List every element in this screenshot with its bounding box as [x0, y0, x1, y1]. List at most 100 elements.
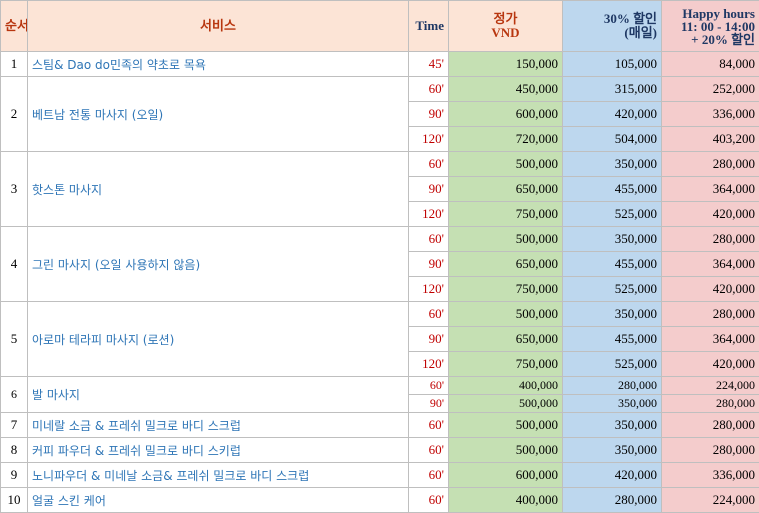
happy-hour-price-cell: 84,000	[662, 52, 759, 77]
header-service: 서비스	[28, 1, 409, 52]
service-name: 아로마 테라피 마사지 (로션)	[28, 302, 409, 377]
regular-price-cell: 720,000	[449, 127, 563, 152]
service-name: 커피 파우더 & 프레쉬 밀크로 바디 스키럽	[28, 438, 409, 463]
happy-hour-price-cell: 420,000	[662, 202, 759, 227]
regular-price-cell: 500,000	[449, 227, 563, 252]
happy-hour-price-cell: 252,000	[662, 77, 759, 102]
regular-price-cell: 750,000	[449, 352, 563, 377]
regular-price-cell: 500,000	[449, 413, 563, 438]
discount-price-cell: 455,000	[563, 252, 662, 277]
service-name: 얼굴 스킨 케어	[28, 488, 409, 513]
service-number: 5	[1, 302, 28, 377]
regular-price-cell: 150,000	[449, 52, 563, 77]
happy-hour-price-cell: 280,000	[662, 395, 759, 413]
regular-price-cell: 500,000	[449, 302, 563, 327]
discount-price-cell: 315,000	[563, 77, 662, 102]
duration-cell: 90'	[409, 252, 449, 277]
duration-cell: 90'	[409, 327, 449, 352]
regular-price-cell: 500,000	[449, 152, 563, 177]
duration-cell: 60'	[409, 227, 449, 252]
duration-cell: 60'	[409, 413, 449, 438]
service-number: 8	[1, 438, 28, 463]
regular-price-cell: 400,000	[449, 377, 563, 395]
regular-price-cell: 750,000	[449, 277, 563, 302]
duration-cell: 60'	[409, 152, 449, 177]
regular-price-cell: 600,000	[449, 463, 563, 488]
service-number: 6	[1, 377, 28, 413]
discount-price-cell: 455,000	[563, 327, 662, 352]
happy-hour-price-cell: 280,000	[662, 227, 759, 252]
service-name: 노니파우더 & 미네날 소금& 프레쉬 밀크로 바디 스크럽	[28, 463, 409, 488]
service-name: 미네랄 소금 & 프레쉬 밀크로 바디 스크럽	[28, 413, 409, 438]
discount-price-cell: 455,000	[563, 177, 662, 202]
discount-price-cell: 350,000	[563, 413, 662, 438]
service-name: 발 마사지	[28, 377, 409, 413]
duration-cell: 90'	[409, 177, 449, 202]
discount-price-cell: 350,000	[563, 395, 662, 413]
service-name: 스팀& Dao do민족의 약초로 목욕	[28, 52, 409, 77]
discount-price-cell: 350,000	[563, 152, 662, 177]
happy-hour-price-cell: 420,000	[662, 352, 759, 377]
regular-price-cell: 650,000	[449, 177, 563, 202]
duration-cell: 120'	[409, 127, 449, 152]
discount-price-cell: 105,000	[563, 52, 662, 77]
discount-price-cell: 350,000	[563, 438, 662, 463]
discount-price-cell: 525,000	[563, 202, 662, 227]
duration-cell: 45'	[409, 52, 449, 77]
service-number: 2	[1, 77, 28, 152]
duration-cell: 60'	[409, 438, 449, 463]
duration-cell: 90'	[409, 102, 449, 127]
happy-hour-price-cell: 364,000	[662, 327, 759, 352]
happy-hour-price-cell: 336,000	[662, 102, 759, 127]
duration-cell: 60'	[409, 488, 449, 513]
header-discount: 30% 할인(매일)	[563, 1, 662, 52]
happy-hour-price-cell: 336,000	[662, 463, 759, 488]
service-name: 그린 마사지 (오일 사용하지 않음)	[28, 227, 409, 302]
happy-hour-price-cell: 364,000	[662, 252, 759, 277]
discount-price-cell: 420,000	[563, 463, 662, 488]
happy-hour-price-cell: 280,000	[662, 438, 759, 463]
happy-hour-price-cell: 420,000	[662, 277, 759, 302]
service-number: 1	[1, 52, 28, 77]
regular-price-cell: 650,000	[449, 252, 563, 277]
happy-hour-price-cell: 224,000	[662, 377, 759, 395]
header-time: Time	[409, 1, 449, 52]
happy-hour-price-cell: 280,000	[662, 302, 759, 327]
service-name: 핫스톤 마사지	[28, 152, 409, 227]
duration-cell: 90'	[409, 395, 449, 413]
header-no: 순서	[1, 1, 28, 52]
service-number: 3	[1, 152, 28, 227]
discount-price-cell: 504,000	[563, 127, 662, 152]
discount-price-cell: 350,000	[563, 302, 662, 327]
happy-hour-price-cell: 364,000	[662, 177, 759, 202]
regular-price-cell: 500,000	[449, 395, 563, 413]
regular-price-cell: 650,000	[449, 327, 563, 352]
service-number: 9	[1, 463, 28, 488]
service-number: 7	[1, 413, 28, 438]
discount-price-cell: 525,000	[563, 352, 662, 377]
duration-cell: 120'	[409, 277, 449, 302]
regular-price-cell: 450,000	[449, 77, 563, 102]
duration-cell: 120'	[409, 202, 449, 227]
discount-price-cell: 280,000	[563, 377, 662, 395]
happy-hour-price-cell: 224,000	[662, 488, 759, 513]
duration-cell: 120'	[409, 352, 449, 377]
service-number: 10	[1, 488, 28, 513]
happy-hour-price-cell: 280,000	[662, 413, 759, 438]
duration-cell: 60'	[409, 463, 449, 488]
regular-price-cell: 600,000	[449, 102, 563, 127]
